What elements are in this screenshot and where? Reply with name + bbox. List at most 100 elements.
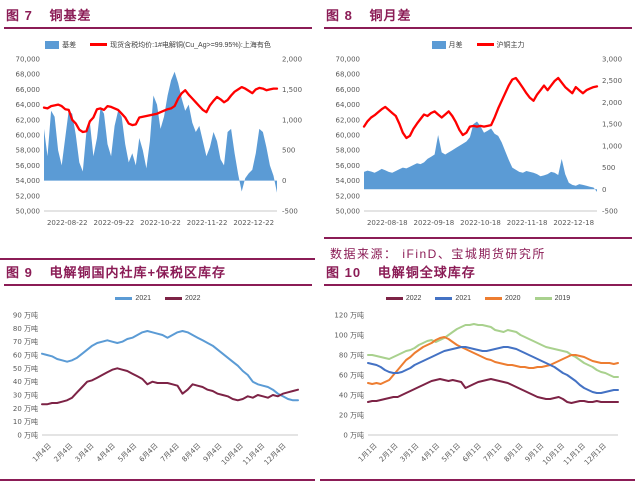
figure8-section: 图 8 铜月差 月差 沪铜主力 50,000 52,000 54,000 56,000 5… [320,3,635,261]
legend-label: 2022 [405,295,422,302]
legend-label: 2021 [455,295,471,302]
y-axis-tick-label: 40 万吨 [13,377,38,386]
x-axis-tick-label: 3月1日 [399,442,421,464]
y2-axis-tick-label: 3,000 [602,56,622,64]
figure9-section: 图 9 电解铜国内社库+保税区库存 2021 2022 0 万吨 10 万吨 20 万… [0,260,315,481]
legend-line-swatch [90,43,108,46]
line-series [367,378,619,404]
figure8-chart: 50,000 52,000 54,000 56,000 58,000 60,000 62,0… [324,53,632,235]
legend-line-swatch [115,297,133,300]
y2-axis-tick-label: 1,000 [282,116,302,124]
y2-axis-tick-label: 1,500 [282,86,302,94]
x-axis-tick-label: 2022-08-22 [47,219,88,227]
y-axis-tick-label: 62,000 [336,116,361,124]
figure8-number: 图 8 [326,8,353,23]
figure7-name: 铜基差 [49,8,92,23]
legend-bar-swatch [45,40,60,49]
legend-item: 月差 [431,40,463,50]
y-axis-tick-label: 68,000 [336,71,361,79]
x-axis-tick-label: 7月4日 [159,442,181,464]
x-axis-tick-label: 3月4日 [74,442,96,464]
legend-line-swatch [534,297,552,300]
x-axis-tick-label: 2022-09-18 [414,219,455,227]
fig9-plot: 0 万吨 10 万吨 20 万吨 30 万吨 40 万吨 50 万吨 60 万吨 70 万吨 8… [13,311,299,467]
y-axis-tick-label: 64,000 [336,101,361,109]
x-axis-tick-label: 1月1日 [357,442,379,464]
legend-label: 2019 [554,295,571,302]
figure10-chart: 0 万吨 20 万吨 40 万吨 60 万吨 80 万吨 100 万吨 120 万吨 1月1日… [324,307,632,477]
figure9-number: 图 9 [6,265,33,280]
legend-label: 2021 [135,295,151,302]
x-axis-tick-label: 4月4日 [95,442,117,464]
y-axis-tick-label: 58,000 [336,147,361,155]
legend-item: 沪铜主力 [476,40,525,50]
legend-label: 沪铜主力 [496,41,525,49]
x-axis-tick-label: 8月1日 [503,442,525,464]
legend-line-swatch [165,297,182,300]
legend-item: 基差 [45,40,76,50]
y-axis-tick-label: 56,000 [16,162,41,170]
y2-axis-tick-label: 0 [282,177,286,185]
y2-axis-tick-label: -500 [602,208,618,216]
x-axis-tick-label: 10月1日 [541,442,566,467]
x-axis-tick-label: 2022-11-18 [507,219,548,227]
y-axis-tick-label: 64,000 [16,101,41,109]
y-axis-tick-label: 60,000 [336,132,361,140]
y-axis-tick-label: 56,000 [336,162,361,170]
x-axis-tick-label: 2022-09-22 [94,219,135,227]
figures-grid: 图 7 铜基差 基差 现货含税均价:1#电解铜(Cu_Ag>=99.95%):上海… [0,3,635,481]
x-axis-tick-label: 2022-10-18 [460,219,501,227]
line-series [42,85,279,134]
figure10-section: 图 10 电解铜全球库存 2022 2021 2020 2019 0 万吨 20 万吨 4… [320,260,635,481]
y-axis-tick-label: 58,000 [16,147,41,155]
legend-item: 2021 [115,295,151,302]
y-axis-tick-label: 120 万吨 [334,311,364,320]
y2-axis-tick-label: 0 [602,186,606,194]
x-axis-tick-label: 5月4日 [116,442,138,464]
y-axis-tick-label: 60 万吨 [339,371,364,380]
line-series [367,323,619,378]
figure8-name: 铜月差 [369,8,412,23]
line-series [362,76,599,140]
legend-line-swatch [485,297,502,300]
y2-axis-tick-label: 1,000 [602,142,622,150]
y-axis-tick-label: 80 万吨 [339,351,364,360]
y-axis-tick-label: 52,000 [336,192,361,200]
legend-bar-swatch [431,40,446,49]
y2-axis-tick-label: 2,000 [282,56,302,64]
legend-label: 基差 [62,41,77,49]
y-axis-tick-label: 70,000 [16,56,41,64]
legend-label: 2022 [185,295,201,302]
y-axis-tick-label: 50 万吨 [13,364,38,373]
fig10-plot: 0 万吨 20 万吨 40 万吨 60 万吨 80 万吨 100 万吨 120 万吨 1月1日… [334,311,619,467]
y-axis-tick-label: 20 万吨 [13,404,38,413]
x-axis-tick-label: 11月1日 [562,442,587,467]
x-axis-tick-label: 6月4日 [138,442,160,464]
figure7-title: 图 7 铜基差 [4,3,312,29]
x-axis-tick-label: 4月1日 [419,442,441,464]
y2-axis-tick-label: 1,500 [602,121,622,129]
legend-item: 2021 [435,295,471,302]
y-axis-tick-label: 0 万吨 [17,431,38,440]
line-series [41,330,299,402]
x-axis-tick-label: 6月1日 [461,442,483,464]
figure9-title: 图 9 电解铜国内社库+保税区库存 [4,260,312,286]
legend-line-swatch [476,43,494,46]
y-axis-tick-label: 0 万吨 [343,431,364,440]
y-axis-tick-label: 54,000 [336,177,361,185]
y2-axis-tick-label: 2,000 [602,99,622,107]
legend-label: 月差 [448,41,463,49]
y-axis-tick-label: 70,000 [336,56,361,64]
line-series [41,367,299,406]
x-axis-tick-label: 2月1日 [378,442,400,464]
figure7-number: 图 7 [6,8,33,23]
y-axis-tick-label: 80 万吨 [13,324,38,333]
figure9-name: 电解铜国内社库+保税区库存 [49,265,227,280]
figure7-section: 图 7 铜基差 基差 现货含税均价:1#电解铜(Cu_Ag>=99.95%):上海… [0,3,315,260]
x-axis-tick-label: 2022-12-22 [233,219,274,227]
y-axis-tick-label: 68,000 [16,71,41,79]
y-axis-tick-label: 52,000 [16,192,41,200]
legend-item: 2022 [165,295,201,302]
y-axis-tick-label: 10 万吨 [13,417,38,426]
legend-item: 2019 [534,295,571,302]
